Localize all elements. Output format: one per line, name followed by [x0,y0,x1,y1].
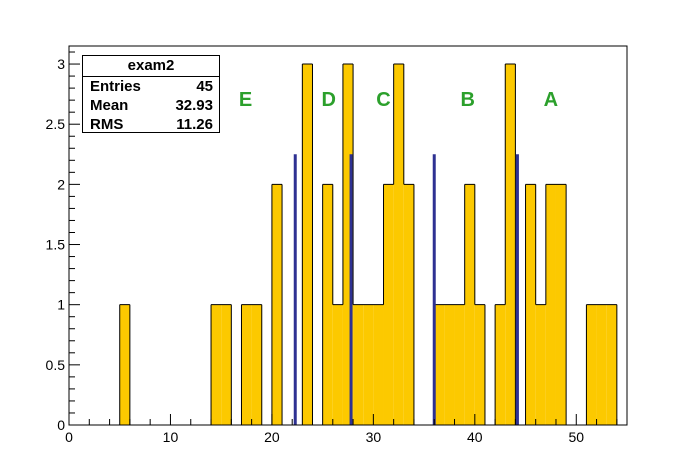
histogram-bin [586,304,597,425]
histogram-bin [373,304,384,425]
histogram-bin [606,304,617,425]
histogram-bin [211,304,222,425]
grade-cutoff-lines [293,154,519,425]
histogram-bin [332,304,343,425]
histogram-bin [403,184,414,425]
stats-box: exam2 Entries 45 Mean 32.93 RMS 11.26 [82,55,220,133]
y-tick-label: 0.5 [46,357,66,373]
histogram-bin [353,304,364,425]
y-tick-label: 0 [57,417,65,433]
mean-value: 32.93 [175,97,213,114]
x-tick-label: 50 [568,429,584,445]
y-tick-label: 1 [57,297,65,313]
histogram-bin [444,304,455,425]
histogram-bin [464,184,475,425]
histogram-bin [505,64,516,426]
rms-value: 11.26 [176,116,213,133]
x-tick-label: 10 [163,429,179,445]
histogram-bin [545,184,556,425]
entries-label: Entries [90,78,141,95]
histogram-bin [555,184,567,425]
histogram-bin [535,304,546,425]
mean-label: Mean [90,97,129,114]
x-tick-label: 0 [65,429,73,445]
stats-mean-row: Mean 32.93 [83,96,219,115]
histogram-bin [342,64,354,426]
grade-label: E [239,89,252,111]
y-tick-label: 1.5 [46,237,66,253]
histogram-bin [221,304,232,425]
grade-label: B [460,89,474,111]
y-tick-label: 2 [57,176,65,192]
histogram-bin [383,184,394,425]
y-tick-label: 3 [57,56,65,72]
histogram-bin [525,184,536,425]
histogram-outline [119,63,618,425]
axes: 0 10 20 30 40 50 0 0.5 1 1.5 2 2.5 3 [46,45,628,445]
grade-label: A [544,89,558,111]
histogram-bin [363,304,374,425]
histogram-bars [119,63,618,426]
grade-label: C [376,89,390,111]
histogram-bin [302,64,313,426]
histogram-bin [495,304,506,425]
y-tick-label: 2.5 [46,116,66,132]
histogram-bin [241,304,252,425]
plot-frame [68,45,628,426]
histogram-bin [596,304,607,425]
histogram-bin [271,184,283,425]
stats-title: exam2 [83,56,219,77]
stats-entries-row: Entries 45 [83,77,219,96]
x-tick-label: 40 [467,429,483,445]
histogram-bin [119,304,130,425]
histogram-bin [474,304,485,425]
histogram-bin [251,304,262,425]
stats-rms-row: RMS 11.26 [83,115,219,134]
histogram-bin [393,64,404,426]
x-tick-label: 30 [366,429,382,445]
entries-value: 45 [196,78,213,95]
grade-label: D [321,89,335,111]
rms-label: RMS [90,116,124,133]
histogram-bin [454,304,465,425]
histogram-bin [434,304,445,425]
histogram-bin [322,184,333,425]
x-tick-label: 20 [264,429,280,445]
